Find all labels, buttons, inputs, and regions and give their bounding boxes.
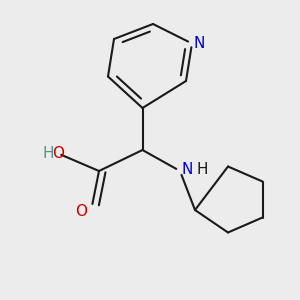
Text: O: O [75, 204, 87, 219]
Text: O: O [52, 146, 64, 160]
Text: H: H [43, 146, 54, 160]
Text: N: N [194, 36, 205, 51]
Text: H: H [196, 162, 208, 177]
Text: N: N [182, 162, 193, 177]
